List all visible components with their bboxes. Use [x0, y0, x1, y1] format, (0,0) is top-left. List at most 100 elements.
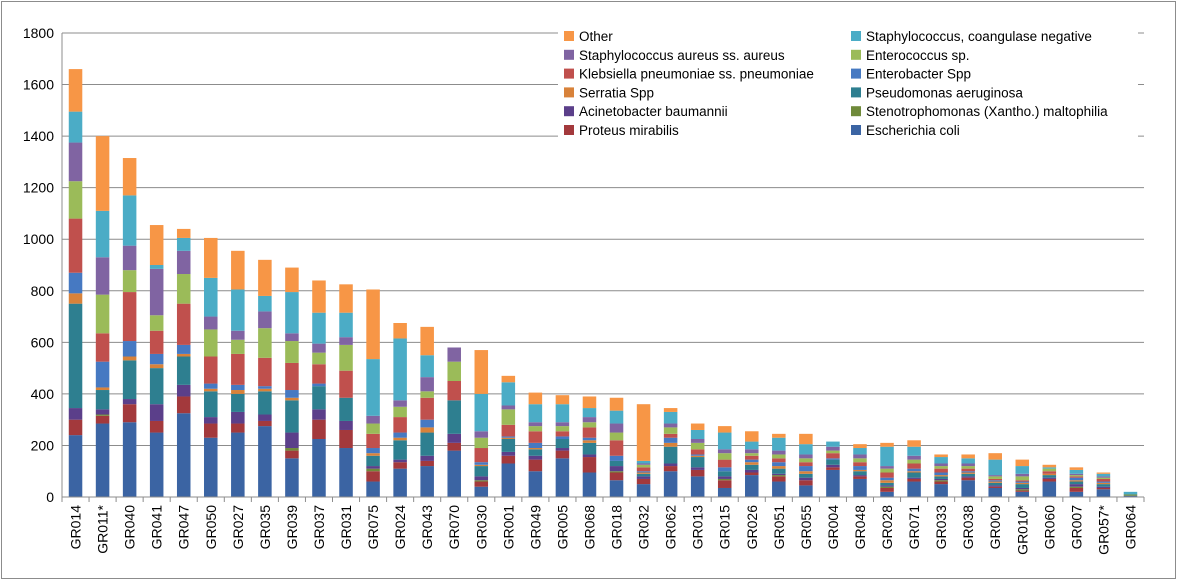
y-tick-label: 600 [31, 334, 55, 350]
y-tick-label: 400 [31, 386, 55, 402]
bar-segment [961, 466, 975, 469]
bar-segment [474, 462, 489, 465]
bar-segment [717, 432, 732, 450]
bar-segment [609, 455, 624, 461]
bar-segment [609, 432, 624, 441]
bar-segment [258, 295, 272, 312]
bar-segment [555, 404, 570, 423]
bar-segment [528, 442, 543, 449]
bar-segment [1123, 495, 1138, 497]
bar-segment [1069, 486, 1084, 488]
bar-segment [717, 459, 732, 468]
bar-segment [636, 467, 651, 472]
bar-segment [853, 466, 867, 470]
bar-segment [988, 453, 1002, 460]
bar-segment [609, 480, 624, 497]
x-tick-label: GR071 [906, 505, 922, 550]
legend-label: Klebsiella pneumoniae ss. pneumoniae [579, 67, 814, 82]
bar-segment [68, 303, 83, 409]
bar-segment [880, 472, 894, 478]
bar-segment [528, 431, 543, 443]
legend-label: Stenotrophomonas (Xantho.) maltophilia [866, 104, 1108, 119]
bar-segment [907, 459, 921, 464]
bar-segment [393, 432, 407, 438]
bar-segment [366, 453, 380, 456]
legend-swatch [564, 87, 574, 98]
bar-segment [609, 460, 624, 467]
bar-segment [907, 440, 921, 447]
bar-segment [68, 142, 83, 182]
bar-segment [95, 210, 110, 258]
bar-segment [853, 454, 867, 459]
x-tick-label: GR018 [609, 505, 625, 550]
x-tick-label: GR039 [284, 505, 300, 550]
bar-segment [95, 294, 110, 334]
bar-segment [231, 289, 245, 331]
bar-segment [880, 466, 894, 469]
bar-segment [934, 468, 948, 473]
bar-segment [609, 440, 624, 456]
bar-segment [1096, 481, 1111, 483]
bar-segment [122, 292, 137, 342]
bar-segment [95, 415, 110, 424]
bar-segment [393, 417, 407, 433]
x-tick-labels: GR014 GR011* GR040 GR041 GR047 GR050 GR027 GR03… [68, 504, 1139, 554]
bar-segment [122, 245, 137, 271]
bar-segment [907, 477, 921, 479]
legend-swatch [564, 106, 574, 117]
bar-segment [122, 399, 137, 405]
x-tick-label: GR001 [500, 505, 516, 550]
legend-label: Enterobacter Spp [866, 67, 971, 82]
bar-segment [1042, 467, 1057, 469]
bar-segment [961, 473, 975, 477]
bar-segment [1015, 466, 1030, 474]
bar-segment [745, 472, 759, 476]
bar-segment [285, 333, 299, 342]
bar-segment [366, 289, 380, 360]
bar-segment [1015, 459, 1030, 467]
bar-segment [799, 473, 813, 478]
bar-segment [474, 466, 489, 477]
bar-segment [231, 384, 245, 391]
bar-segment [122, 195, 137, 246]
bar-segment [690, 449, 705, 455]
bar-segment [204, 383, 218, 389]
x-tick-label: GR035 [257, 505, 273, 550]
bar-segment [393, 437, 407, 441]
bar-segment [663, 466, 678, 472]
bar-segment [68, 272, 83, 294]
x-tick-label: GR010* [1014, 504, 1030, 554]
bar-segment [366, 466, 380, 469]
bar-segment [663, 427, 678, 434]
bar-segment [663, 408, 678, 412]
bar-segment [907, 446, 921, 456]
bar-segment [366, 359, 380, 416]
bar-segment [1096, 484, 1111, 487]
bar-segment [285, 450, 299, 459]
bar-segment [826, 469, 840, 497]
bar-segment [95, 136, 110, 211]
bar-segment [988, 482, 1002, 486]
bar-segment [772, 454, 786, 459]
bar-segment [231, 393, 245, 412]
bar-segment [1069, 491, 1084, 497]
bar-segment [690, 442, 705, 450]
bar-segment [745, 449, 759, 454]
legend-label: Escherichia coli [866, 123, 960, 138]
bar-segment [934, 466, 948, 469]
bar-segment [636, 471, 651, 473]
bar-segment [176, 353, 191, 357]
bar-segment [717, 478, 732, 481]
bar-segment [772, 450, 786, 455]
bar-segment [934, 463, 948, 467]
bar-segment [366, 423, 380, 434]
bar-segment [853, 475, 867, 477]
bar-segment [149, 330, 164, 354]
bar-segment [474, 476, 489, 481]
bar-segment [853, 444, 867, 449]
bar-segment [285, 432, 299, 449]
bar-segment [582, 440, 597, 443]
bar-segment [636, 464, 651, 468]
x-tick-label: GR009 [987, 505, 1003, 550]
